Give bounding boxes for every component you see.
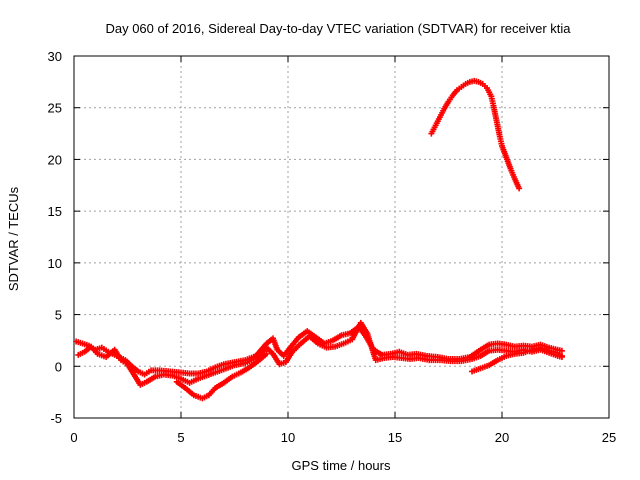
series-arc	[428, 77, 523, 192]
data-points	[73, 77, 565, 402]
x-tick-label: 25	[602, 430, 616, 445]
x-axis-ticks: 0 5 10 15 20 25	[70, 56, 616, 445]
data-point	[558, 352, 565, 359]
plot-frame	[73, 55, 610, 419]
y-axis-label: SDTVAR / TECUs	[6, 186, 21, 291]
data-point	[263, 350, 270, 357]
y-axis-ticks: -5 0 5 10 15 20 25 30	[48, 49, 609, 426]
y-tick-label: 15	[48, 204, 62, 219]
y-tick-label: 30	[48, 49, 62, 64]
x-tick-label: 10	[281, 430, 295, 445]
y-tick-label: 25	[48, 101, 62, 116]
series-track-b	[75, 319, 565, 388]
grid	[74, 56, 609, 418]
x-tick-label: 5	[177, 430, 184, 445]
y-tick-label: 20	[48, 152, 62, 167]
y-tick-label: 5	[55, 308, 62, 323]
x-axis-label: GPS time / hours	[292, 458, 391, 473]
series-track-c	[173, 344, 565, 402]
y-tick-label: -5	[50, 411, 62, 426]
y-tick-label: 0	[55, 359, 62, 374]
y-tick-label: 10	[48, 256, 62, 271]
x-tick-label: 15	[388, 430, 402, 445]
chart-title: Day 060 of 2016, Sidereal Day-to-day VTE…	[105, 21, 571, 36]
data-point	[558, 347, 565, 354]
data-point	[516, 185, 523, 192]
x-tick-label: 20	[495, 430, 509, 445]
x-tick-label: 0	[70, 430, 77, 445]
